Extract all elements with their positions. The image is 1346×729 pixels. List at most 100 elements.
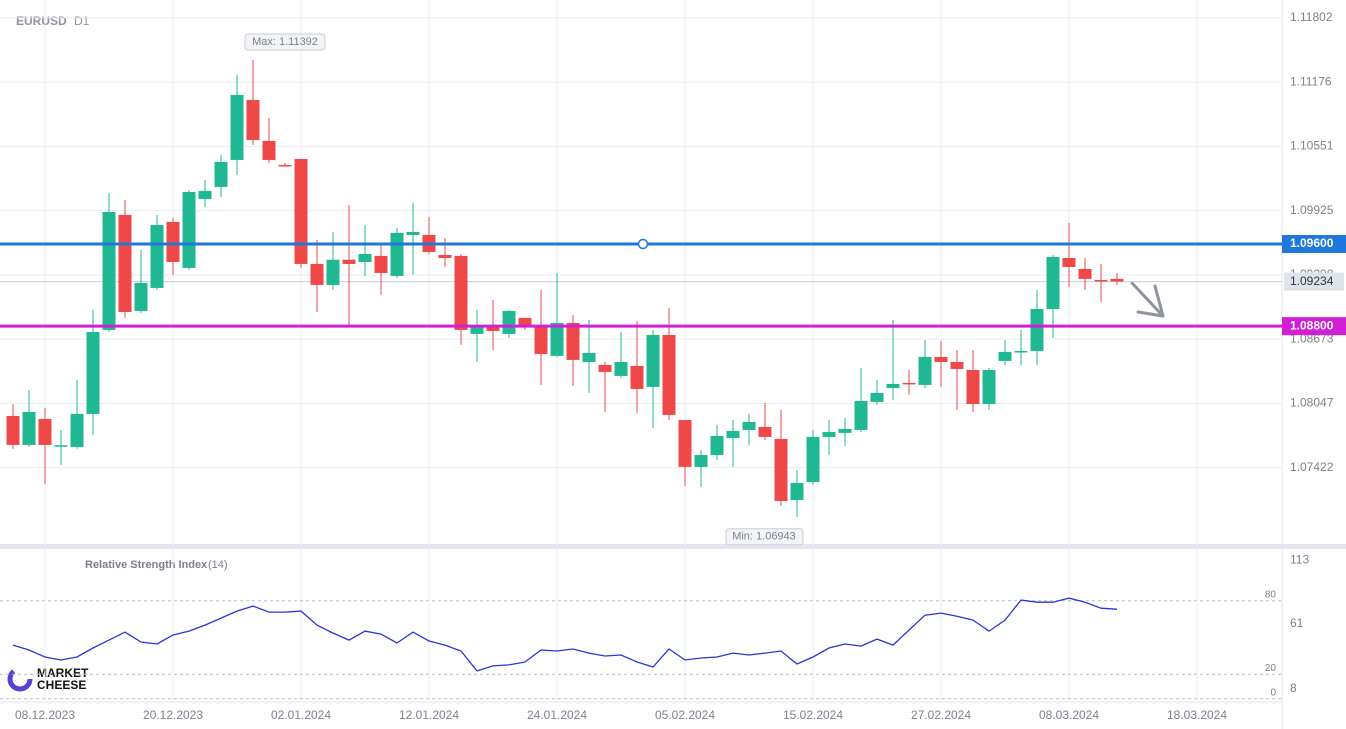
candle-body [662, 334, 676, 415]
y-tick-label: 1.09925 [1290, 203, 1334, 217]
candle-body [310, 263, 324, 285]
candle-body [534, 325, 548, 354]
candle-body [950, 361, 964, 369]
y-tick-label: 1.11802 [1290, 10, 1333, 24]
x-tick-label: 05.02.2024 [655, 708, 715, 722]
candle-body [982, 369, 996, 404]
symbol: EURUSD [16, 14, 67, 28]
max-box [244, 33, 326, 51]
candle-body [790, 482, 804, 500]
candle-body [614, 361, 628, 376]
x-tick-label: 27.02.2024 [911, 708, 971, 722]
candle-body [582, 352, 596, 362]
candle-body [966, 369, 980, 404]
max-annotation: Max: 1.11392 [252, 36, 318, 48]
x-tick-label: 12.01.2024 [399, 708, 459, 722]
candle-body [630, 365, 644, 389]
candle-body [406, 231, 420, 235]
indicator-title: Relative Strength Index [85, 559, 208, 571]
candle-body [246, 99, 260, 141]
candle-body [150, 225, 164, 288]
candle-body [726, 430, 740, 438]
y-tick-label: 8 [1290, 681, 1297, 695]
candle-body [326, 259, 340, 285]
last-price-box [1284, 272, 1344, 291]
candle-body [38, 418, 52, 445]
candle-body [1046, 256, 1060, 309]
candle-body [358, 253, 372, 262]
candle-body [102, 211, 116, 330]
candle-body [854, 400, 868, 430]
candle-body [918, 356, 932, 385]
indicator-params: (14) [208, 559, 228, 571]
logo-text: CHEESE [37, 678, 86, 692]
candle-body [278, 164, 292, 167]
timeframe: D1 [74, 14, 90, 28]
candle-body [262, 140, 276, 160]
y-tick-label: 1.10551 [1290, 139, 1334, 153]
candle-body [742, 421, 756, 430]
x-tick-label: 08.03.2024 [1039, 708, 1099, 722]
candle-body [1110, 278, 1124, 282]
level-label: 20 [1265, 663, 1277, 674]
candle-body [166, 221, 180, 262]
level-label: 80 [1265, 589, 1277, 600]
candle-body [838, 428, 852, 433]
level-handle [637, 238, 649, 250]
candle-body [374, 255, 388, 273]
min-annotation: Min: 1.06943 [732, 531, 796, 543]
candle-body [902, 382, 916, 385]
candle-body [678, 419, 692, 467]
candle-body [342, 259, 356, 264]
level-label: 1.09600 [1290, 236, 1334, 250]
candle-body [934, 356, 948, 362]
candle-body [518, 317, 532, 326]
candle-body [806, 436, 820, 482]
y-tick-label: 1.07422 [1290, 460, 1334, 474]
candle-body [1062, 257, 1076, 268]
candle-body [54, 445, 68, 447]
logo: MARKET CHEESE [7, 666, 89, 692]
candle-body [438, 254, 452, 258]
candle-body [390, 232, 404, 276]
x-tick-label: 15.02.2024 [783, 708, 843, 722]
x-tick-label: 18.03.2024 [1167, 708, 1227, 722]
candle-body [550, 322, 564, 356]
y-tick-label: 1.08047 [1290, 396, 1334, 410]
candle-body [198, 190, 212, 199]
candle-body [6, 415, 20, 445]
candle-body [86, 331, 100, 414]
x-tick-label: 24.01.2024 [527, 708, 587, 722]
candle-body [1030, 308, 1044, 351]
candle-body [886, 383, 900, 388]
x-tick-label: 20.12.2023 [143, 708, 203, 722]
candle-body [1014, 350, 1028, 353]
candle-body [22, 411, 36, 445]
candle-body [214, 161, 228, 187]
level-label-box [1282, 317, 1346, 336]
y-tick-label: 1.11176 [1290, 74, 1332, 88]
candle-body [710, 435, 724, 455]
y-tick-label: 113 [1290, 552, 1309, 566]
logo-text: MARKET [37, 666, 89, 680]
candle-body [758, 426, 772, 437]
min-box [725, 528, 804, 546]
candle-body [134, 282, 148, 311]
level-label: 0 [1270, 687, 1276, 698]
last-price-label: 1.09234 [1290, 274, 1334, 288]
candle-body [502, 310, 516, 334]
candle-body [774, 438, 788, 501]
panel-separator [0, 544, 1346, 549]
candle-body [486, 325, 500, 331]
level-label-box [1282, 235, 1346, 254]
logo-mark [7, 666, 33, 692]
candle-body [566, 322, 580, 360]
candle-body [230, 94, 244, 160]
level-label: 1.08800 [1290, 318, 1334, 332]
x-tick-label: 08.12.2023 [15, 708, 75, 722]
candle-body [1078, 268, 1092, 279]
candle-body [998, 351, 1012, 361]
candle-body [822, 431, 836, 437]
